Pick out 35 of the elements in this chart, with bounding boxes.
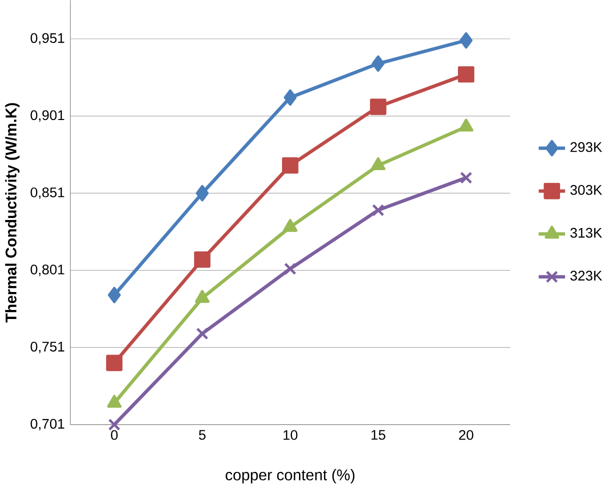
point <box>372 204 384 217</box>
x-tick-label: 5 <box>198 430 206 440</box>
y-tick-label: 0,851 <box>30 188 64 200</box>
point <box>372 56 385 72</box>
legend-label: 323K <box>570 270 602 281</box>
x-axis-title: copper content (%) <box>226 469 354 484</box>
legend-label: 303K <box>570 185 602 196</box>
point <box>460 32 473 49</box>
point <box>107 395 122 408</box>
x-tick-label: 15 <box>372 430 386 440</box>
point <box>282 157 298 174</box>
x-tick-label: 20 <box>459 430 474 440</box>
point <box>284 90 297 106</box>
y-tick-label: 0,901 <box>30 110 64 122</box>
x-tick-label: 10 <box>284 430 298 440</box>
point <box>108 287 121 304</box>
point <box>370 98 386 116</box>
point <box>460 172 472 184</box>
point <box>108 418 120 432</box>
point <box>195 290 210 304</box>
point <box>196 328 208 340</box>
point <box>194 252 210 268</box>
y-tick-label: 0,951 <box>30 33 64 45</box>
point <box>458 66 474 83</box>
legend-label: 313K <box>570 228 602 238</box>
point <box>282 219 298 232</box>
legend-label: 293K <box>570 142 602 152</box>
point <box>106 354 122 372</box>
x-tick-label: 0 <box>110 430 118 440</box>
point <box>284 262 296 276</box>
y-tick-label: 0,701 <box>30 419 64 431</box>
y-tick-label: 0,751 <box>30 342 64 354</box>
y-axis-title: Thermal Conductivity (W/m.K) <box>5 103 20 323</box>
y-tick-label: 0,801 <box>30 264 64 276</box>
point <box>196 185 209 202</box>
